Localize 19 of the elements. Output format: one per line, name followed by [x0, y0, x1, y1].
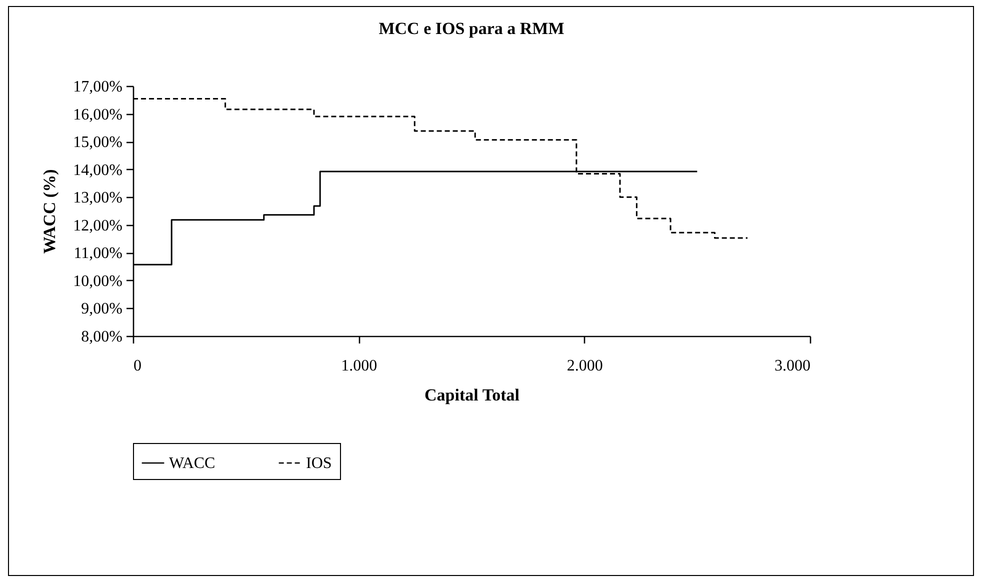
y-tick-label: 8,00%: [81, 328, 122, 346]
y-tick-label: 13,00%: [73, 190, 122, 207]
y-tick-label: 17,00%: [73, 78, 122, 96]
x-tick-label: 2.000: [566, 358, 603, 374]
y-tick-label: 9,00%: [81, 300, 122, 318]
y-tick-label: 14,00%: [73, 162, 122, 179]
y-tick-label: 10,00%: [73, 272, 122, 290]
legend-label: IOS: [306, 455, 332, 472]
y-tick-label: 15,00%: [73, 134, 122, 152]
y-tick-label: 12,00%: [73, 217, 122, 234]
x-tick-label: 0: [134, 358, 142, 374]
legend-label: WACC: [169, 455, 216, 472]
y-tick-label: 11,00%: [74, 245, 122, 262]
x-tick-label: 1.000: [341, 358, 378, 374]
x-axis-title: Capital Total: [424, 386, 520, 404]
chart-title: MCC e IOS para a RMM: [378, 19, 564, 38]
y-tick-label: 16,00%: [73, 106, 122, 124]
x-tick-label: 3.000: [774, 358, 810, 374]
y-axis-title: WACC (%): [40, 169, 60, 254]
